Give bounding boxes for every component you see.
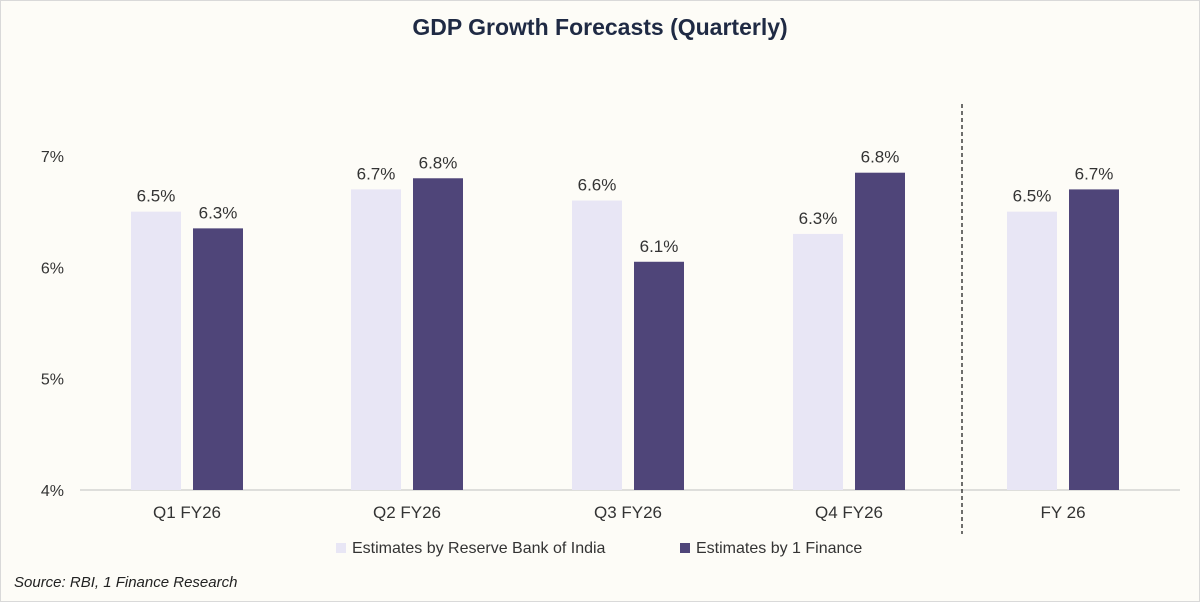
x-tick-label: Q2 FY26	[373, 503, 441, 522]
bar	[1069, 189, 1119, 490]
bar	[1007, 211, 1057, 490]
y-tick-label: 5%	[41, 372, 64, 389]
data-label: 6.7%	[1075, 164, 1114, 183]
bar	[855, 172, 905, 490]
bar	[131, 211, 181, 490]
data-label: 6.3%	[799, 209, 838, 228]
bar	[572, 200, 622, 491]
legend-swatch	[680, 543, 690, 553]
x-tick-label: Q4 FY26	[815, 503, 883, 522]
bar	[413, 178, 463, 490]
data-label: 6.6%	[578, 176, 617, 195]
bar	[793, 233, 843, 490]
legend-label: Estimates by 1 Finance	[696, 540, 862, 557]
data-label: 6.3%	[199, 203, 238, 222]
data-label: 6.5%	[1013, 187, 1052, 206]
data-label: 6.8%	[861, 148, 900, 167]
y-tick-label: 6%	[41, 260, 64, 277]
bar	[634, 261, 684, 490]
data-label: 6.7%	[357, 164, 396, 183]
source-note: Source: RBI, 1 Finance Research	[14, 574, 238, 591]
bar	[351, 189, 401, 490]
x-tick-label: FY 26	[1040, 503, 1085, 522]
legend-label: Estimates by Reserve Bank of India	[352, 540, 606, 557]
y-tick-label: 7%	[41, 149, 64, 166]
data-label: 6.8%	[419, 153, 458, 172]
data-label: 6.1%	[640, 237, 679, 256]
y-tick-label: 4%	[41, 483, 64, 500]
bar	[193, 228, 243, 490]
chart-title: GDP Growth Forecasts (Quarterly)	[412, 14, 788, 40]
x-tick-label: Q1 FY26	[153, 503, 221, 522]
legend-swatch	[336, 543, 346, 553]
x-tick-label: Q3 FY26	[594, 503, 662, 522]
data-label: 6.5%	[137, 187, 176, 206]
